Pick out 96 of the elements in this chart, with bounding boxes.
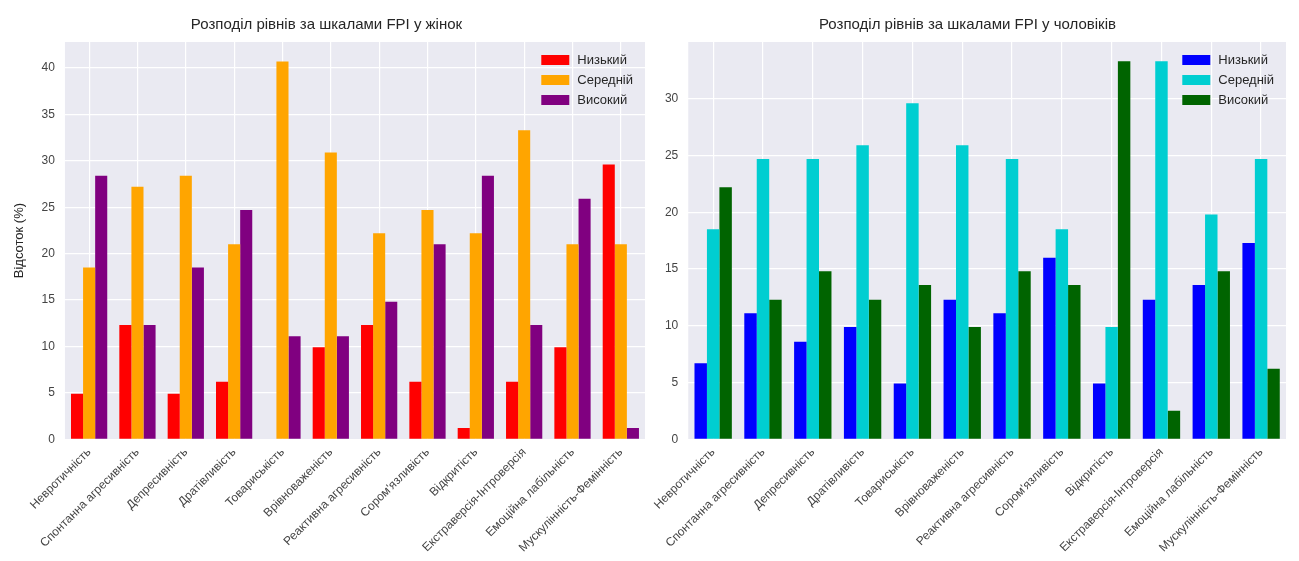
bar xyxy=(1055,229,1069,439)
legend-label: Середній xyxy=(577,71,634,87)
bar xyxy=(324,152,337,439)
bar xyxy=(769,299,782,439)
bar xyxy=(1205,214,1218,439)
y-tick-label: 20 xyxy=(664,204,679,219)
bar xyxy=(1043,257,1056,439)
legend-label: Високий xyxy=(1218,91,1269,107)
bar xyxy=(1254,158,1268,439)
bar xyxy=(756,158,770,439)
bar xyxy=(626,428,639,439)
bar xyxy=(843,326,857,439)
bar xyxy=(276,61,289,439)
bar xyxy=(856,145,869,439)
y-tick-label: 15 xyxy=(664,261,679,276)
bar xyxy=(240,209,253,439)
legend-label: Низький xyxy=(577,51,627,67)
y-tick-label: 10 xyxy=(664,318,679,333)
bar xyxy=(968,326,981,439)
bar xyxy=(719,187,732,439)
bar xyxy=(288,336,301,439)
y-tick-label: 25 xyxy=(664,147,679,162)
bar xyxy=(1242,242,1255,439)
bar xyxy=(167,393,180,439)
y-tick-label: 20 xyxy=(41,245,56,260)
bar xyxy=(943,299,956,439)
bar xyxy=(119,325,132,439)
bar xyxy=(228,244,241,439)
bar xyxy=(506,381,519,439)
y-tick-label: 25 xyxy=(41,199,56,214)
bar xyxy=(906,103,919,439)
bar xyxy=(694,363,707,439)
y-tick-label: 35 xyxy=(41,106,56,121)
bar xyxy=(409,381,422,439)
bar xyxy=(1105,326,1118,439)
bar xyxy=(1018,271,1031,439)
bar xyxy=(131,186,144,439)
y-tick-label: 40 xyxy=(41,60,56,75)
chart-title: Розподіл рівнів за шкалами FPI у чоловіків xyxy=(819,15,1117,33)
bar xyxy=(602,164,615,439)
bar xyxy=(554,347,567,439)
bar xyxy=(1068,284,1081,439)
bar xyxy=(95,175,108,439)
bar xyxy=(993,313,1006,439)
bar xyxy=(868,299,882,439)
bar xyxy=(530,325,543,439)
chart-title: Розподіл рівнів за шкалами FPI у жінок xyxy=(190,15,463,33)
bar xyxy=(744,313,757,439)
y-tick-label: 5 xyxy=(671,374,679,389)
bar xyxy=(1267,368,1280,439)
y-tick-label: 0 xyxy=(48,431,56,446)
bar xyxy=(1117,61,1131,439)
bar xyxy=(918,284,932,439)
bar xyxy=(179,175,192,439)
y-tick-label: 0 xyxy=(671,431,679,446)
y-tick-label: 10 xyxy=(41,338,56,353)
bar xyxy=(216,381,229,439)
bar xyxy=(1217,271,1230,439)
legend-label: Середній xyxy=(1218,71,1275,87)
bar xyxy=(1142,299,1156,439)
bar xyxy=(433,244,446,439)
bar xyxy=(1192,284,1206,439)
bar xyxy=(457,428,470,439)
bar xyxy=(819,271,832,439)
bar xyxy=(481,175,494,439)
bar xyxy=(794,341,807,439)
bar xyxy=(312,347,325,439)
bar xyxy=(191,267,204,439)
bar xyxy=(1005,158,1019,439)
bar xyxy=(578,198,591,439)
bar xyxy=(566,244,579,439)
bar xyxy=(385,301,398,439)
bar xyxy=(518,130,531,439)
bar xyxy=(361,325,374,439)
bar xyxy=(956,145,969,439)
y-tick-label: 15 xyxy=(41,292,56,307)
bar xyxy=(806,158,820,439)
bar xyxy=(83,267,96,439)
bar xyxy=(373,233,386,439)
bar xyxy=(143,325,156,439)
bar xyxy=(469,233,482,439)
y-tick-label: 30 xyxy=(664,91,679,106)
y-tick-label: 5 xyxy=(48,385,56,400)
bar xyxy=(893,383,907,439)
bar xyxy=(70,393,84,439)
y-axis-title: Відсоток (%) xyxy=(11,202,27,279)
bar xyxy=(706,229,720,439)
y-tick-label: 30 xyxy=(41,153,56,168)
bar xyxy=(1092,383,1106,439)
bar xyxy=(1167,410,1181,439)
bar xyxy=(336,336,349,439)
bar xyxy=(421,209,434,439)
legend-label: Високий xyxy=(577,91,628,107)
bar xyxy=(1155,61,1168,439)
bar xyxy=(614,244,627,439)
legend-label: Низький xyxy=(1218,51,1268,67)
